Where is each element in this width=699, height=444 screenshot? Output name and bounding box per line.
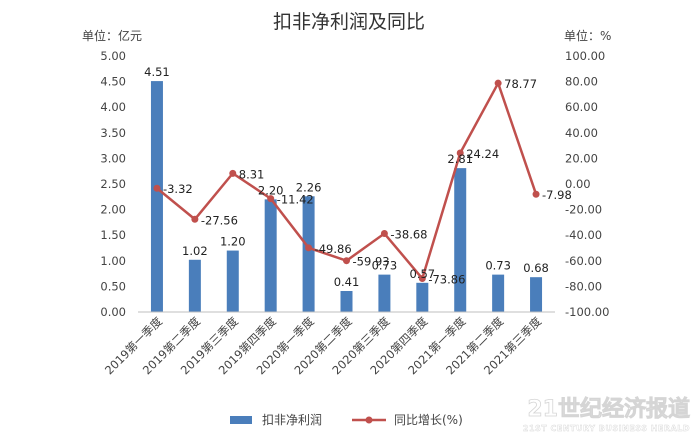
legend-bar-label: 扣非净利润 <box>262 413 322 427</box>
bar-data-label: 0.73 <box>485 259 511 273</box>
bar <box>492 274 505 312</box>
right-axis-unit: 单位：% <box>564 28 611 43</box>
watermark-subtitle: 21ST CENTURY BUSINESS HERALD <box>523 424 690 433</box>
watermark-title: 21世纪经济报道 <box>527 396 690 422</box>
left-axis-tick-label: 3.00 <box>100 151 126 165</box>
bar <box>454 168 467 312</box>
right-axis-tick-label: 60.00 <box>565 100 598 114</box>
right-axis-tick-label: 80.00 <box>565 75 598 89</box>
bar-series-layer <box>150 81 543 312</box>
legend: 扣非净利润 同比增长(%) <box>230 413 463 427</box>
legend-line-marker <box>365 416 373 424</box>
right-axis-tick-label: -100.00 <box>565 305 609 319</box>
bar-data-label: 0.73 <box>372 259 398 273</box>
watermark-logo: 21世纪经济报道 21ST CENTURY BUSINESS HERALD <box>523 396 691 434</box>
line-data-label: 8.31 <box>239 167 265 181</box>
right-axis-tick-label: -80.00 <box>565 279 602 293</box>
bar-data-label: 1.02 <box>182 244 208 258</box>
line-point <box>153 184 161 192</box>
line-series-layer <box>153 79 540 283</box>
line-data-label: -38.68 <box>390 228 427 242</box>
line-data-label: 24.24 <box>466 147 499 161</box>
left-axis-tick-label: 0.50 <box>100 279 126 293</box>
line-data-label: -59.93 <box>353 255 390 269</box>
line-data-label: -49.86 <box>315 242 352 256</box>
line-data-label: -27.56 <box>201 213 238 227</box>
left-axis-tick-label: 0.00 <box>100 305 126 319</box>
right-axis-tick-label: -60.00 <box>565 254 602 268</box>
legend-bar-swatch <box>230 416 252 424</box>
bar <box>302 196 315 312</box>
line-point <box>343 257 350 265</box>
bar-data-label: 2.20 <box>258 183 284 197</box>
chart-title: 扣非净利润及同比 <box>273 11 425 33</box>
line-point <box>494 79 502 87</box>
line-point <box>305 244 313 252</box>
bar <box>188 259 201 312</box>
left-axis-unit: 单位：亿元 <box>82 28 142 43</box>
bar-data-label: 4.51 <box>144 65 170 79</box>
left-axis-tick-label: 4.50 <box>100 75 126 89</box>
bar <box>530 277 543 312</box>
bar <box>378 274 391 312</box>
left-axis-tick-label: 2.00 <box>100 203 126 217</box>
right-axis-tick-label: -40.00 <box>565 228 602 242</box>
line-data-label: 78.77 <box>504 77 537 91</box>
bar-data-label: 2.81 <box>447 152 473 166</box>
left-axis-tick-label: 3.50 <box>100 126 126 140</box>
bar <box>226 250 239 312</box>
line-point <box>418 275 426 283</box>
line-point <box>380 230 388 238</box>
right-axis-tick-label: 40.00 <box>565 126 598 140</box>
line-point <box>532 190 540 198</box>
right-axis-tick-label: -20.00 <box>565 203 602 217</box>
line-point <box>229 169 237 177</box>
line-data-label: -3.32 <box>163 182 193 196</box>
bar-data-label: 0.57 <box>410 267 436 281</box>
data-labels-layer: 4.51 1.02 1.20 2.20 2.26 0.41 0.73 0.57 2.81 0.73… <box>144 65 572 289</box>
bar <box>340 291 353 312</box>
left-axis-tick-label: 1.00 <box>100 254 126 268</box>
axes-layer: 0.00 0.50 1.00 1.50 2.00 2.50 3.00 3.50 4.00 4.50… <box>100 49 609 377</box>
line-data-label: -73.86 <box>428 273 465 287</box>
bar-data-label: 0.68 <box>523 261 549 275</box>
line-data-label: -11.42 <box>277 193 314 207</box>
right-axis-tick-label: 20.00 <box>565 151 598 165</box>
bar <box>416 282 429 312</box>
right-axis-tick-label: 0.00 <box>565 177 591 191</box>
left-axis-tick-label: 5.00 <box>100 49 126 63</box>
line-point <box>267 195 275 203</box>
right-axis-tick-label: 100.00 <box>565 49 605 63</box>
left-axis-tick-label: 1.50 <box>100 228 126 242</box>
line-data-label: -7.98 <box>542 188 572 202</box>
bar <box>150 81 163 312</box>
line-point <box>191 215 199 223</box>
bar-data-label: 1.20 <box>220 235 246 249</box>
bar-data-label: 0.41 <box>334 275 360 289</box>
line-point <box>456 149 464 157</box>
left-axis-tick-label: 4.00 <box>100 100 126 114</box>
bar-data-label: 2.26 <box>296 180 322 194</box>
bar <box>264 199 277 312</box>
legend-line-label: 同比增长(%) <box>394 413 463 427</box>
left-axis-tick-label: 2.50 <box>100 177 126 191</box>
